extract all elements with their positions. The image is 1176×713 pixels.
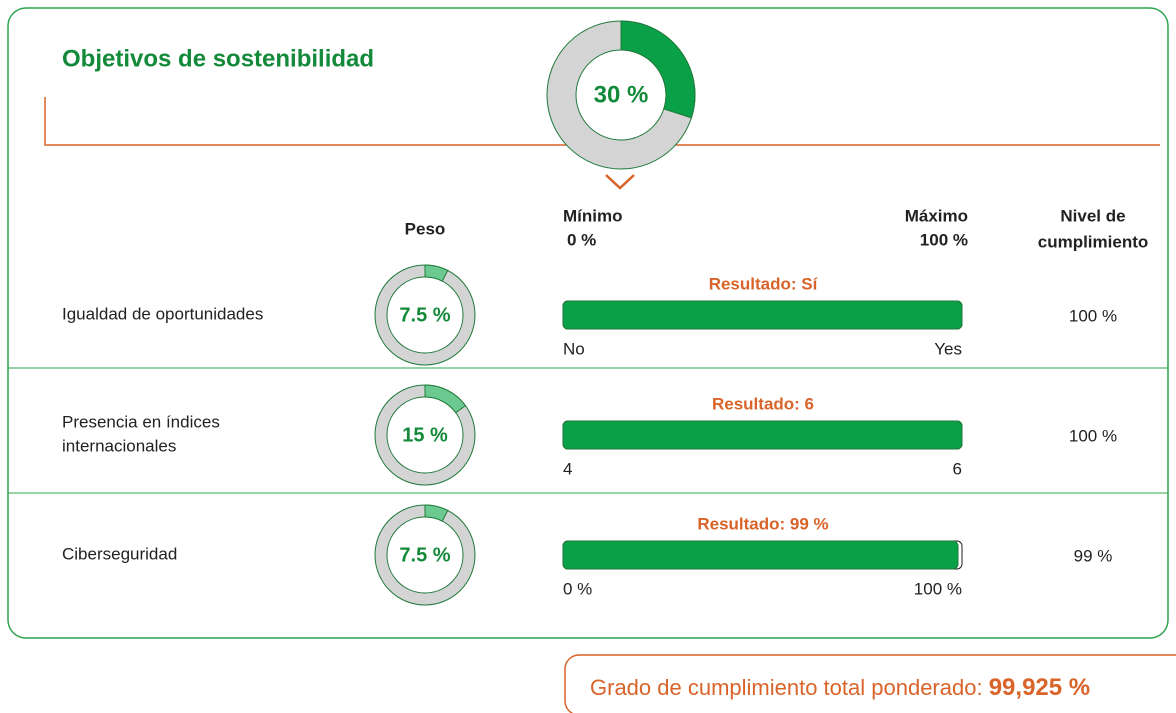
result-label: Resultado: 99 % [697, 514, 828, 533]
donut-arc [620, 20, 696, 119]
header: Nivel de [1060, 206, 1125, 225]
result-label: Resultado: 6 [712, 394, 814, 413]
donut-arc [424, 264, 449, 282]
header: cumplimiento [1038, 232, 1149, 251]
footer-label: Grado de cumplimiento total ponderado: [590, 675, 983, 700]
bar-max: 6 [953, 459, 962, 478]
bar-min: 4 [563, 459, 572, 478]
header: 0 % [567, 230, 596, 249]
bar [562, 540, 959, 570]
bar-min: No [563, 339, 585, 358]
row-name: internacionales [62, 436, 176, 455]
row-name: Ciberseguridad [62, 544, 177, 563]
footer-text: Grado de cumplimiento total ponderado: 9… [590, 674, 1090, 701]
header: Mínimo [563, 206, 623, 225]
donut-arc [424, 384, 467, 414]
header: Peso [405, 219, 446, 238]
row-name: Igualdad de oportunidades [62, 304, 263, 323]
donut-arc [424, 504, 449, 522]
bar-max: Yes [934, 339, 962, 358]
chevron [605, 174, 635, 190]
bracket [44, 97, 1160, 146]
bar-max: 100 % [914, 579, 962, 598]
donut-label: 30 % [594, 81, 649, 108]
result-label: Resultado: Sí [709, 274, 819, 293]
footer-box [564, 654, 1176, 713]
level: 100 % [1069, 426, 1117, 445]
footer-value: 99,925 % [989, 674, 1090, 701]
header: 100 % [920, 230, 968, 249]
donut-label: 7.5 % [399, 304, 450, 326]
donut-label: 15 % [402, 424, 448, 446]
panel [7, 7, 1169, 639]
bar-min: 0 % [563, 579, 592, 598]
title: Objetivos de sostenibilidad [62, 45, 374, 72]
level: 100 % [1069, 306, 1117, 325]
level: 99 % [1074, 546, 1113, 565]
donut-label: 7.5 % [399, 544, 450, 566]
bar [562, 300, 963, 330]
row-name: Presencia en índices [62, 412, 220, 431]
bar [562, 420, 963, 450]
header: Máximo [905, 206, 968, 225]
